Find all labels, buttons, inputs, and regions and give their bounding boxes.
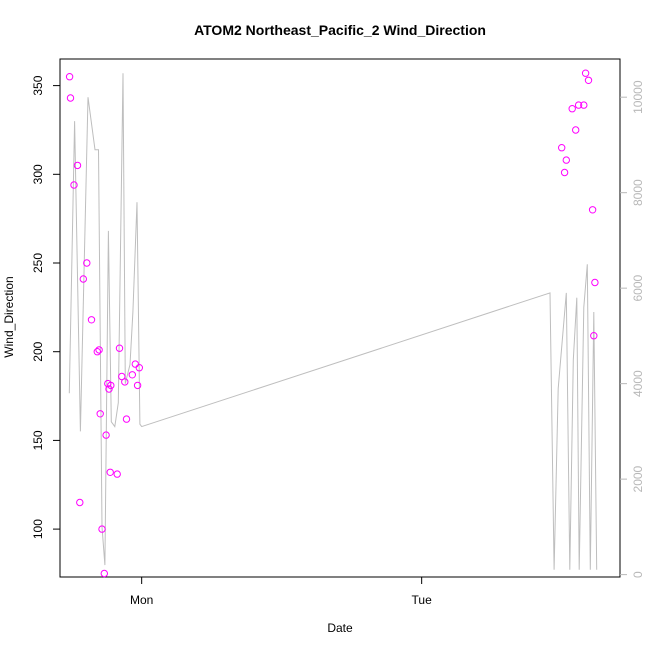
data-point-6: [83, 259, 91, 267]
plot-frame: [59, 58, 621, 578]
right-axis-tick-label-2000: 2000: [631, 465, 645, 492]
data-point-19: [115, 344, 124, 352]
data-point-34: [581, 69, 590, 77]
data-point-38: [590, 332, 598, 340]
plot-box: [59, 58, 621, 578]
data-point-23: [128, 371, 137, 379]
data-point-2: [70, 181, 78, 189]
x-axis-label: Date: [327, 621, 353, 635]
right-y-axis: 0 2000 4000 6000 8000 10000: [620, 80, 645, 578]
data-point-4: [76, 498, 84, 507]
x-axis-tick-label-tue: Tue: [412, 593, 433, 607]
data-point-26: [135, 364, 144, 372]
data-point-0: [65, 73, 74, 81]
data-point-20: [118, 372, 126, 381]
data-point-13: [102, 431, 110, 439]
right-axis-tick-label-10000: 10000: [631, 80, 645, 114]
right-axis-tick-label-8000: 8000: [631, 179, 645, 206]
data-point-30: [568, 105, 576, 113]
data-point-16: [107, 381, 115, 390]
data-point-15: [105, 385, 113, 393]
right-axis-tick-label-4000: 4000: [631, 370, 645, 397]
x-axis-tick-label-mon: Mon: [130, 593, 153, 607]
data-point-1: [66, 94, 75, 102]
data-point-17: [106, 468, 114, 476]
data-point-11: [98, 525, 106, 533]
data-point-32: [574, 101, 583, 109]
data-points-wind-direction: [65, 69, 599, 578]
left-axis-tick-label-250: 250: [31, 253, 45, 273]
data-point-21: [121, 378, 129, 386]
data-point-28: [560, 168, 569, 177]
chart-title: ATOM2 Northeast_Pacific_2 Wind_Direction: [194, 22, 486, 38]
x-axis: Mon Tue: [130, 577, 432, 607]
left-axis-tick-label-350: 350: [31, 75, 45, 95]
data-point-25: [133, 381, 142, 390]
data-point-12: [100, 569, 109, 578]
series-line-path: [68, 73, 598, 570]
data-point-33: [580, 101, 588, 109]
y-axis-label: Wind_Direction: [2, 276, 16, 357]
data-point-8: [93, 348, 102, 356]
data-point-36: [588, 206, 597, 214]
series-line-right-axis: [68, 73, 598, 570]
right-axis-tick-label-0: 0: [631, 571, 645, 578]
data-point-18: [113, 470, 121, 478]
data-point-22: [122, 415, 131, 423]
data-point-10: [96, 410, 104, 418]
left-axis-tick-label-100: 100: [31, 519, 45, 539]
data-point-3: [73, 161, 82, 170]
data-point-5: [79, 275, 88, 283]
left-axis-tick-label-300: 300: [31, 164, 45, 184]
data-point-7: [87, 316, 96, 324]
data-point-27: [558, 144, 566, 152]
left-y-axis: 100 150 200 250 300 350: [31, 75, 60, 539]
data-point-9: [95, 346, 103, 354]
data-point-29: [562, 156, 570, 164]
data-point-35: [584, 76, 593, 85]
data-point-24: [131, 360, 140, 368]
left-axis-tick-label-200: 200: [31, 341, 45, 361]
data-point-31: [572, 126, 580, 134]
left-axis-tick-label-150: 150: [31, 430, 45, 450]
data-point-37: [591, 278, 599, 287]
right-axis-tick-label-6000: 6000: [631, 274, 645, 301]
